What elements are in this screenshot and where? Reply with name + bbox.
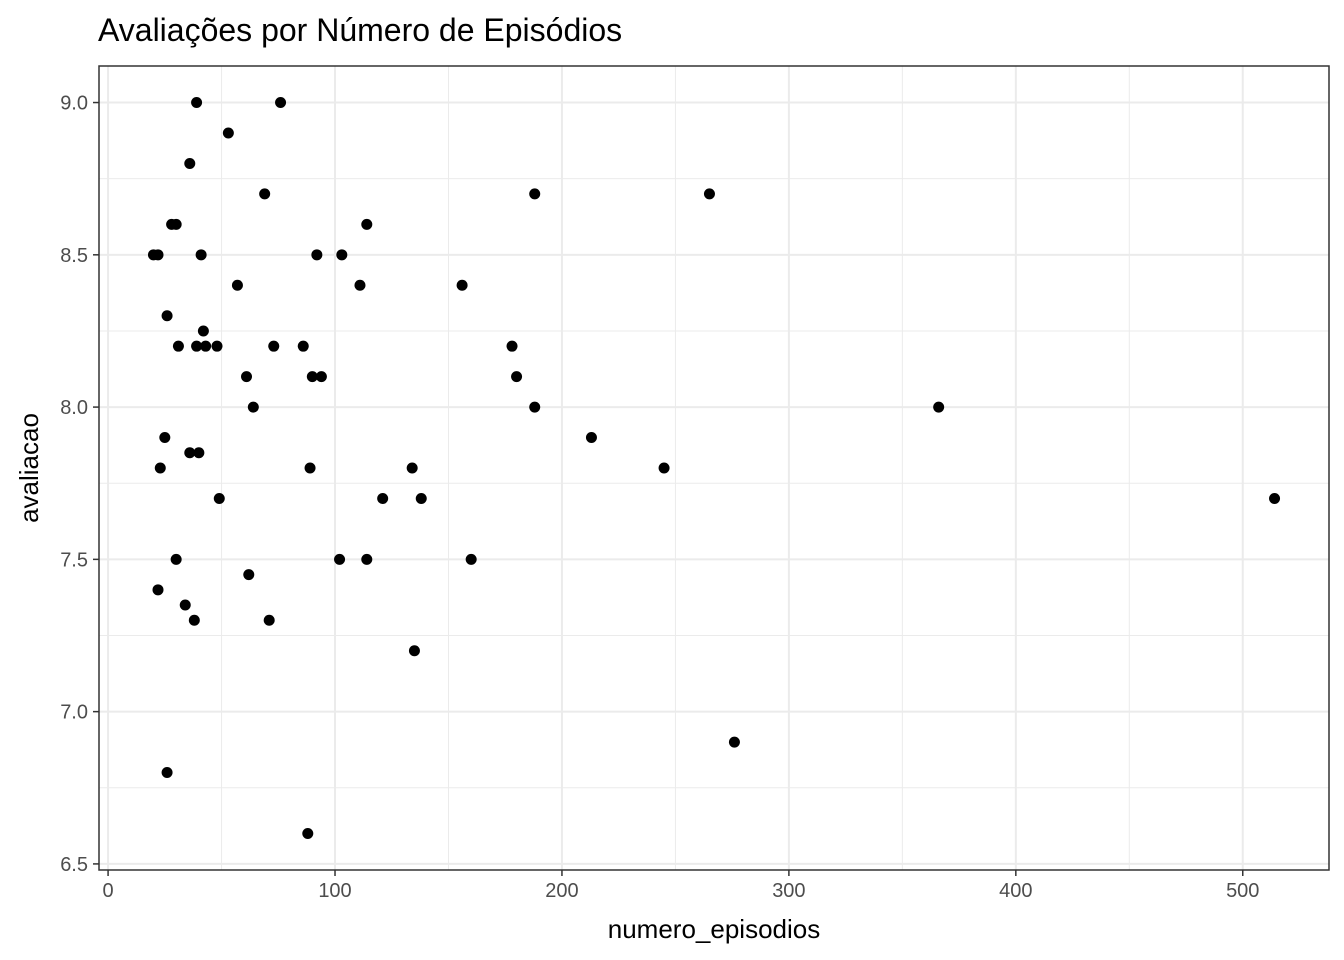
x-tick-label: 0 — [103, 880, 114, 902]
data-point — [302, 827, 314, 839]
x-axis-title: numero_episodios — [608, 914, 820, 944]
data-point — [334, 553, 346, 565]
data-point — [728, 736, 740, 748]
major-gridlines — [99, 66, 1329, 870]
data-point — [408, 645, 420, 657]
y-tick-label: 9.0 — [60, 93, 88, 115]
data-point — [311, 249, 323, 261]
data-point — [231, 279, 243, 291]
data-point — [465, 553, 477, 565]
panel-border — [98, 65, 1330, 871]
data-point — [172, 340, 184, 352]
data-point — [213, 492, 225, 504]
data-point — [211, 340, 223, 352]
y-axis-title: avaliacao — [14, 413, 44, 523]
x-axis: 0 100 200 300 400 500 — [103, 870, 1259, 902]
x-tick-label: 500 — [1226, 880, 1259, 902]
data-point — [933, 401, 945, 413]
y-tick-label: 8.0 — [60, 397, 88, 419]
y-tick-label: 6.5 — [60, 854, 88, 876]
data-point — [193, 447, 205, 459]
data-point — [154, 462, 166, 474]
data-point — [188, 614, 200, 626]
data-point — [275, 97, 287, 109]
data-point — [222, 127, 234, 139]
data-point — [306, 371, 318, 383]
data-point — [152, 584, 164, 596]
data-point — [243, 569, 255, 581]
y-axis: 6.5 7.0 7.5 8.0 8.5 9.0 — [60, 93, 99, 876]
plot-panel — [98, 65, 1330, 871]
data-point — [184, 447, 196, 459]
data-point — [658, 462, 670, 474]
data-point — [304, 462, 316, 474]
data-point — [585, 432, 597, 444]
x-tick-label: 100 — [318, 880, 351, 902]
x-tick-label: 200 — [545, 880, 578, 902]
data-point — [263, 614, 275, 626]
y-tick-label: 7.5 — [60, 549, 88, 571]
data-point — [361, 218, 373, 230]
y-tick-label: 8.5 — [60, 245, 88, 267]
data-point — [184, 157, 196, 169]
data-point — [191, 340, 203, 352]
minor-gridlines — [99, 66, 1329, 870]
data-point — [161, 310, 173, 322]
data-point — [703, 188, 715, 200]
data-point — [170, 553, 182, 565]
data-point — [336, 249, 348, 261]
data-point — [197, 325, 209, 337]
data-point — [268, 340, 280, 352]
data-point — [529, 188, 541, 200]
x-tick-label: 400 — [999, 880, 1032, 902]
data-points — [147, 97, 1281, 839]
data-point — [456, 279, 468, 291]
data-point — [170, 218, 182, 230]
data-point — [529, 401, 541, 413]
data-point — [161, 767, 173, 779]
data-point — [241, 371, 253, 383]
data-point — [354, 279, 366, 291]
data-point — [361, 553, 373, 565]
data-point — [377, 492, 389, 504]
data-point — [297, 340, 309, 352]
data-point — [200, 340, 212, 352]
data-point — [511, 371, 523, 383]
x-tick-label: 300 — [772, 880, 805, 902]
data-point — [315, 371, 327, 383]
data-point — [506, 340, 518, 352]
data-point — [159, 432, 171, 444]
data-point — [191, 97, 203, 109]
data-point — [415, 492, 427, 504]
data-point — [179, 599, 191, 611]
chart-title: Avaliações por Número de Episódios — [98, 12, 622, 48]
data-point — [152, 249, 164, 261]
y-tick-label: 7.0 — [60, 702, 88, 724]
data-point — [1269, 492, 1281, 504]
data-point — [406, 462, 418, 474]
data-point — [259, 188, 271, 200]
data-point — [195, 249, 207, 261]
data-point — [247, 401, 259, 413]
